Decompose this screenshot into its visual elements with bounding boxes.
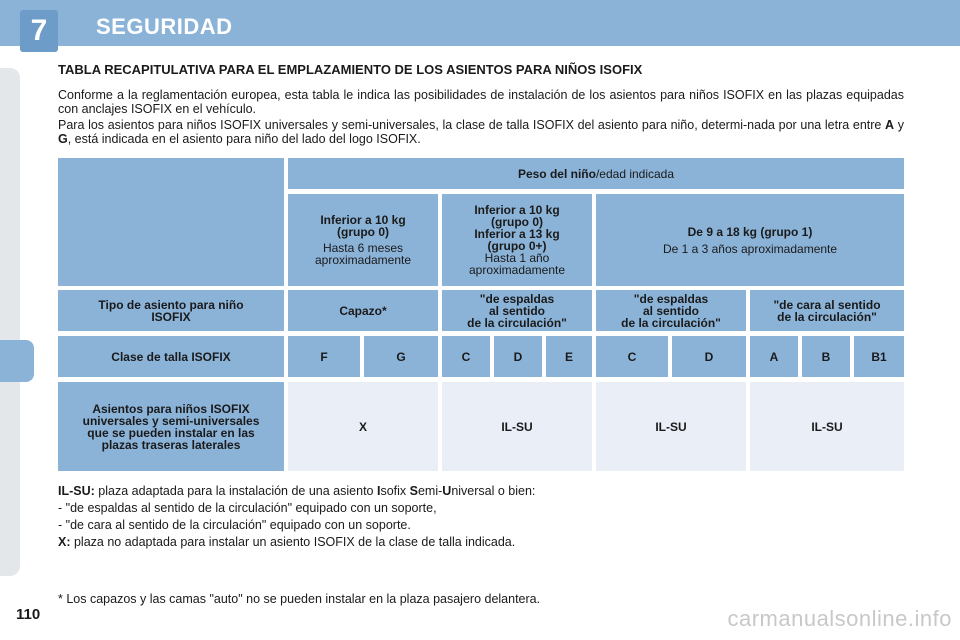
- class-cell: E: [546, 336, 592, 377]
- chapter-number-badge: 7: [20, 10, 58, 52]
- class-row-label: Clase de talla ISOFIX: [58, 336, 284, 377]
- weight-header: Peso del niño/edad indicada: [288, 158, 904, 189]
- x-note: X: plaza no adaptada para instalar un as…: [58, 535, 516, 549]
- section-title: TABLA RECAPITULATIVA PARA EL EMPLAZAMIEN…: [58, 62, 643, 77]
- chapter-title: SEGURIDAD: [96, 14, 233, 39]
- result-cell-group-0: X: [288, 382, 438, 471]
- page-number: 110: [16, 606, 41, 623]
- type-espaldas-1: "de espaldas al sentido de la circulació…: [596, 290, 746, 331]
- result-cell-group-1-espaldas: IL-SU: [596, 382, 746, 471]
- result-cell-group-1-cara: IL-SU: [750, 382, 904, 471]
- intro-paragraph-1: Conforme a la reglamentación europea, es…: [58, 88, 904, 116]
- watermark: carmanualsonline.info: [727, 606, 952, 631]
- class-cell: D: [672, 336, 746, 377]
- class-cell: C: [442, 336, 490, 377]
- group-header-0: Inferior a 10 kg (grupo 0) Hasta 6 meses…: [288, 194, 438, 286]
- isofix-table: Peso del niño/edad indicada Inferior a 1…: [58, 158, 904, 471]
- class-cell: D: [494, 336, 542, 377]
- type-row-label: Tipo de asiento para niño ISOFIX: [58, 290, 284, 331]
- class-cell: A: [750, 336, 798, 377]
- type-capazo: Capazo*: [288, 290, 438, 331]
- side-chapter-tab: [0, 340, 34, 382]
- chapter-number: 7: [30, 14, 48, 47]
- class-cell: G: [364, 336, 438, 377]
- ilsu-bullet-2: - "de cara al sentido de la circulación"…: [58, 518, 411, 532]
- type-espaldas-0plus: "de espaldas al sentido de la circulació…: [442, 290, 592, 331]
- result-cell-group-0plus: IL-SU: [442, 382, 592, 471]
- class-cell: C: [596, 336, 668, 377]
- type-cara: "de cara al sentido de la circulación": [750, 290, 904, 331]
- side-strip: [0, 68, 20, 576]
- table-corner-cell: [58, 158, 284, 286]
- intro-paragraph-2: Para los asientos para niños ISOFIX univ…: [58, 118, 904, 146]
- ilsu-bullet-1: - "de espaldas al sentido de la circulac…: [58, 501, 437, 515]
- group-header-0plus: Inferior a 10 kg (grupo 0) Inferior a 13…: [442, 194, 592, 286]
- result-row-label: Asientos para niños ISOFIX universales y…: [58, 382, 284, 471]
- class-cell: F: [288, 336, 360, 377]
- class-cell: B1: [854, 336, 904, 377]
- header-band: [0, 0, 960, 46]
- legend-notes: IL-SU: plaza adaptada para la instalació…: [58, 483, 904, 551]
- footnote: * Los capazos y las camas "auto" no se p…: [58, 592, 541, 606]
- ilsu-note: IL-SU: plaza adaptada para la instalació…: [58, 484, 536, 498]
- group-header-1: De 9 a 18 kg (grupo 1) De 1 a 3 años apr…: [596, 194, 904, 286]
- class-cell: B: [802, 336, 850, 377]
